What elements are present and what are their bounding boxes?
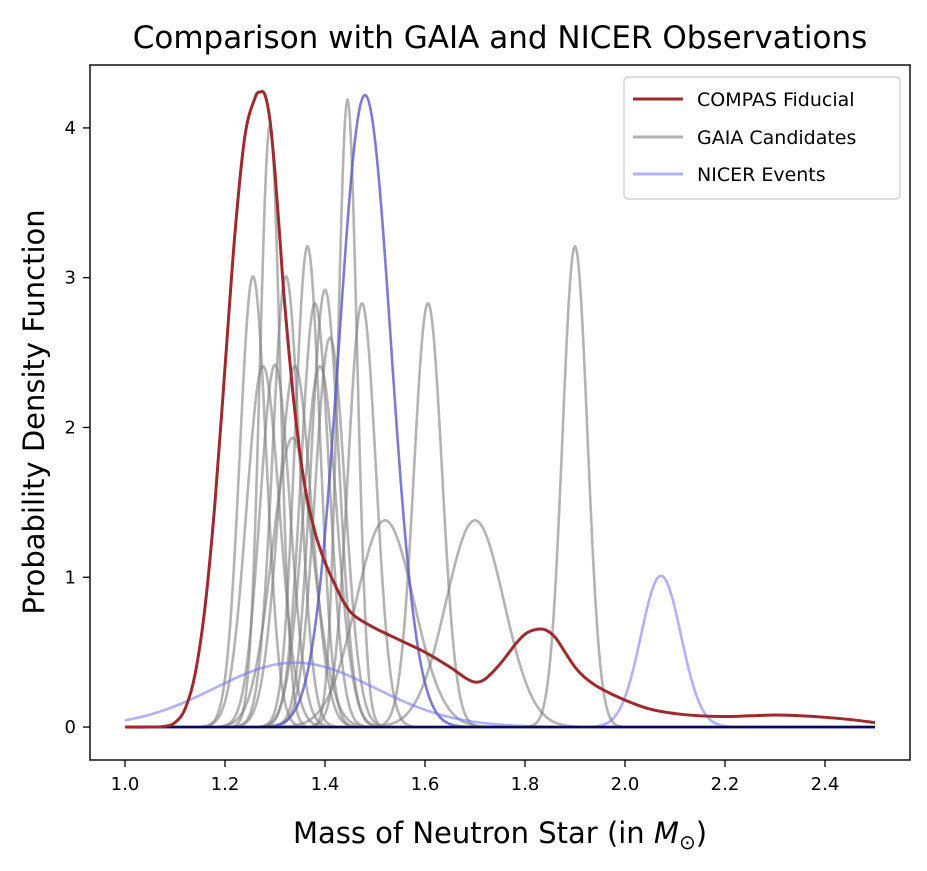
x-tick-label: 1.2	[211, 774, 240, 795]
series-layer	[124, 89, 876, 729]
x-axis-label-symbol: M	[654, 816, 679, 850]
x-axis-label-subscript: ⊙	[679, 830, 696, 854]
y-tick-label: 3	[65, 268, 76, 289]
x-tick-label: 1.8	[511, 774, 540, 795]
legend-label-nicer: NICER Events	[697, 164, 826, 186]
legend-label-gaia: GAIA Candidates	[697, 127, 856, 149]
y-axis-ticks: 0 1 2 3 4	[65, 118, 90, 738]
y-tick-label: 4	[65, 118, 76, 139]
x-tick-label: 1.4	[311, 774, 340, 795]
x-axis-label-text: Mass of Neutron Star (in	[293, 816, 654, 850]
legend-box	[623, 76, 901, 200]
x-axis-ticks: 1.0 1.2 1.4 1.6 1.8 2.0 2.2 2.4	[111, 760, 840, 795]
x-axis-label: Mass of Neutron Star (in M⊙)	[293, 816, 707, 854]
y-tick-label: 2	[65, 417, 76, 438]
x-axis-label-close: )	[696, 816, 707, 850]
x-tick-label: 2.4	[811, 774, 840, 795]
compas-fiducial-curve	[124, 89, 876, 729]
chart-title: Comparison with GAIA and NICER Observati…	[133, 20, 868, 56]
legend-label-compas: COMPAS Fiducial	[697, 89, 855, 111]
x-tick-label: 1.6	[411, 774, 440, 795]
x-tick-label: 2.2	[711, 774, 740, 795]
y-tick-label: 1	[65, 567, 76, 588]
y-axis-label: Probability Density Function	[17, 209, 51, 614]
x-tick-label: 1.0	[111, 774, 140, 795]
legend: COMPAS Fiducial GAIA Candidates NICER Ev…	[623, 76, 901, 200]
x-tick-label: 2.0	[611, 774, 640, 795]
y-tick-label: 0	[65, 717, 76, 738]
plot-frame	[89, 64, 911, 761]
